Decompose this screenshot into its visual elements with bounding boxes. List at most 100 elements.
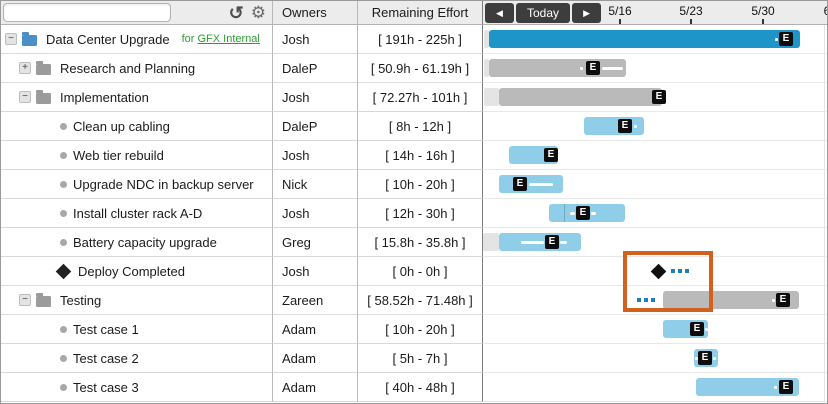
bullet-icon (60, 325, 67, 333)
bar-dot (772, 299, 775, 302)
task-name: Clean up cabling (73, 118, 170, 134)
task-cell[interactable]: + Research and Planning (1, 54, 273, 83)
collapse-button[interactable]: − (5, 33, 17, 45)
expected-finish-marker: E (698, 351, 712, 365)
effort-cell[interactable]: [ 8h - 12h ] (358, 112, 483, 141)
gantt-cell: E (483, 141, 827, 170)
task-cell[interactable]: Test case 3 (1, 373, 273, 402)
task-cell[interactable]: Battery capacity upgrade (1, 228, 273, 257)
effort-cell[interactable]: [ 10h - 20h ] (358, 170, 483, 199)
tree-header: ↺ ⚙ (1, 1, 273, 25)
column-header-effort: Remaining Effort (358, 1, 483, 25)
owner-cell[interactable]: Zareen (273, 286, 358, 315)
table-row: Upgrade NDC in backup server Nick[ 10h - … (1, 170, 827, 199)
effort-cell[interactable]: [ 5h - 7h ] (358, 344, 483, 373)
table-row: − Implementation Josh[ 72.27h - 101h ] E (1, 83, 827, 112)
task-cell[interactable]: Clean up cabling (1, 112, 273, 141)
ellipsis-dot (678, 269, 682, 273)
bullet-icon (60, 151, 67, 159)
task-cell[interactable]: Test case 1 (1, 315, 273, 344)
task-cell[interactable]: − Implementation (1, 83, 273, 112)
collapse-button[interactable]: − (19, 91, 31, 103)
bar-unscheduled-segment (484, 88, 499, 106)
expected-finish-marker: E (545, 235, 559, 249)
today-button[interactable]: Today (516, 3, 571, 23)
owner-cell[interactable]: Greg (273, 228, 358, 257)
task-name: Test case 3 (73, 379, 139, 395)
task-cell[interactable]: Deploy Completed (1, 257, 273, 286)
bar-dot (705, 328, 708, 331)
bar-divider (564, 204, 565, 222)
bar-connector-line (591, 212, 596, 215)
bar-dot (713, 357, 716, 360)
bar-dot (634, 125, 637, 128)
bar-unscheduled-segment (484, 30, 489, 48)
owner-cell[interactable]: Adam (273, 315, 358, 344)
date-label: 5/16 (608, 4, 632, 18)
scroll-left-button[interactable]: ◀ (485, 3, 514, 23)
owner-cell[interactable]: Adam (273, 373, 358, 402)
owner-cell[interactable]: DaleP (273, 112, 358, 141)
effort-cell[interactable]: [ 72.27h - 101h ] (358, 83, 483, 112)
owner-cell[interactable]: Adam (273, 344, 358, 373)
bullet-icon (60, 180, 67, 188)
bar-connector-line (570, 212, 575, 215)
gantt-cell: E (483, 344, 827, 373)
highlight-annotation (623, 251, 713, 312)
expected-finish-marker: E (779, 380, 793, 394)
task-cell[interactable]: Web tier rebuild (1, 141, 273, 170)
expected-finish-marker: E (618, 119, 632, 133)
bar-connector-line (602, 67, 623, 70)
owner-cell[interactable]: Josh (273, 257, 358, 286)
expected-finish-marker: E (776, 293, 790, 307)
task-cell[interactable]: Upgrade NDC in backup server (1, 170, 273, 199)
effort-cell[interactable]: [ 10h - 20h ] (358, 315, 483, 344)
task-name: Web tier rebuild (73, 147, 164, 163)
date-tick (619, 19, 621, 24)
owner-cell[interactable]: Josh (273, 83, 358, 112)
gantt-bar[interactable] (663, 291, 799, 309)
owner-cell[interactable]: DaleP (273, 54, 358, 83)
undo-icon[interactable]: ↺ (228, 2, 244, 23)
gantt-bar[interactable] (489, 30, 800, 48)
gantt-cell: E (483, 373, 827, 402)
bar-unscheduled-segment (483, 233, 499, 251)
gantt-bar[interactable] (499, 88, 662, 106)
task-name: Install cluster rack A-D (73, 205, 203, 221)
task-cell[interactable]: − Data Center Upgrade for GFX Internal (1, 25, 273, 54)
task-cell[interactable]: Install cluster rack A-D (1, 199, 273, 228)
ellipsis-dot (651, 298, 655, 302)
effort-cell[interactable]: [ 15.8h - 35.8h ] (358, 228, 483, 257)
ellipsis-dots (637, 298, 655, 302)
owner-cell[interactable]: Nick (273, 170, 358, 199)
effort-cell[interactable]: [ 50.9h - 61.19h ] (358, 54, 483, 83)
task-cell[interactable]: − Testing (1, 286, 273, 315)
bullet-icon (60, 122, 67, 130)
toolbar-icons: ↺ ⚙ (229, 4, 266, 22)
effort-cell[interactable]: [ 191h - 225h ] (358, 25, 483, 54)
owner-cell[interactable]: Josh (273, 199, 358, 228)
effort-cell[interactable]: [ 40h - 48h ] (358, 373, 483, 402)
table-row: Install cluster rack A-D Josh[ 12h - 30h … (1, 199, 827, 228)
bar-connector-line (521, 241, 544, 244)
effort-cell[interactable]: [ 0h - 0h ] (358, 257, 483, 286)
date-tick (762, 19, 764, 24)
search-input[interactable] (3, 3, 171, 22)
gantt-bar[interactable] (696, 378, 799, 396)
owner-cell[interactable]: Josh (273, 141, 358, 170)
context-link[interactable]: GFX Internal (197, 33, 260, 45)
effort-cell[interactable]: [ 14h - 16h ] (358, 141, 483, 170)
effort-cell[interactable]: [ 58.52h - 71.48h ] (358, 286, 483, 315)
expand-button[interactable]: + (19, 62, 31, 74)
scroll-right-button[interactable]: ▶ (572, 3, 602, 23)
task-name: Battery capacity upgrade (73, 234, 217, 250)
task-name: Upgrade NDC in backup server (73, 176, 254, 192)
task-cell[interactable]: Test case 2 (1, 344, 273, 373)
collapse-button[interactable]: − (19, 294, 31, 306)
owner-cell[interactable]: Josh (273, 25, 358, 54)
folder-icon (36, 60, 51, 75)
effort-cell[interactable]: [ 12h - 30h ] (358, 199, 483, 228)
table-row: + Research and Planning DaleP[ 50.9h - 61.… (1, 54, 827, 83)
gear-icon[interactable]: ⚙ (250, 3, 266, 22)
